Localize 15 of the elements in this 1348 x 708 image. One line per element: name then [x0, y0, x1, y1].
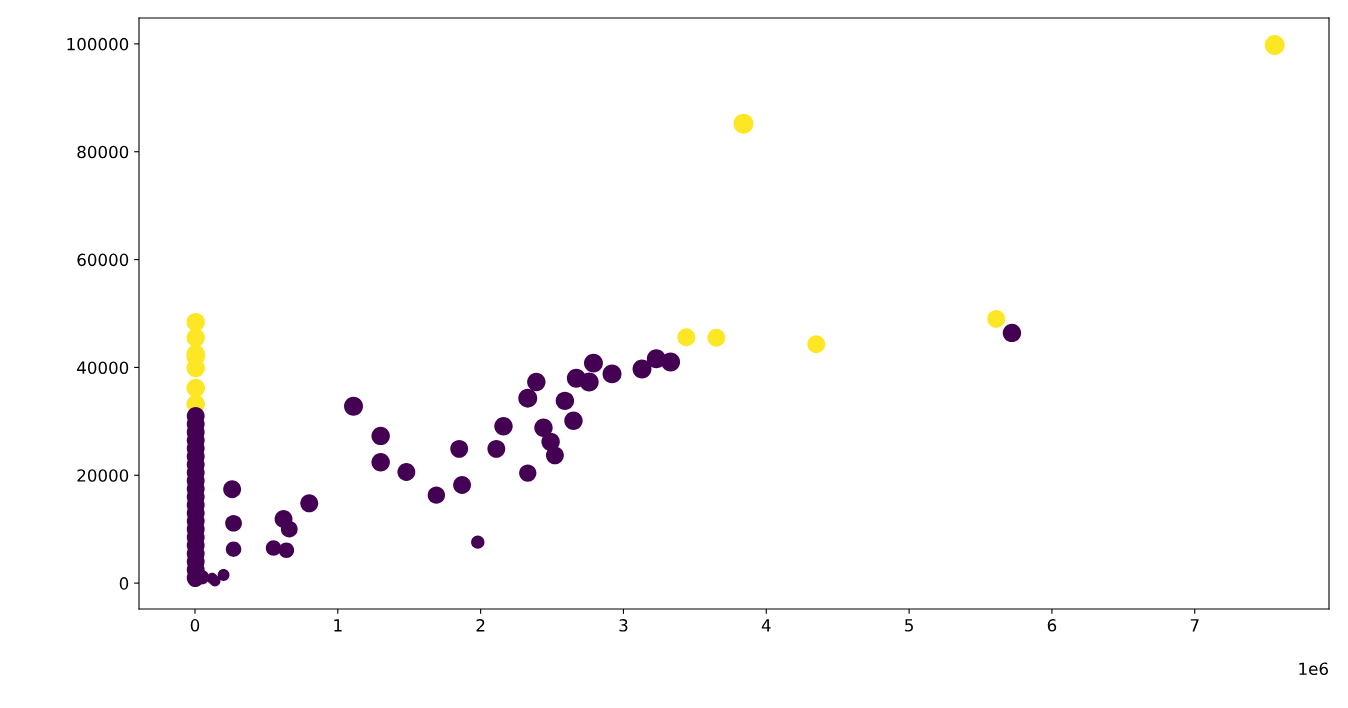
y-tick-label: 20000 — [77, 469, 129, 482]
x-tick-label: 7 — [1190, 619, 1199, 632]
x-tick-label: 1 — [334, 619, 342, 632]
y-tick-label: 60000 — [77, 253, 129, 267]
y-tick-label: 40000 — [77, 361, 129, 374]
y-tick-label: 0 — [119, 577, 129, 590]
x-tick-label: 5 — [905, 619, 913, 632]
x-tick-label: 6 — [1047, 619, 1057, 632]
y-tick-label: 100000 — [67, 37, 129, 51]
y-tick-label: 80000 — [77, 145, 129, 159]
text: 1e6 — [1299, 662, 1328, 676]
x-tick-label: 0 — [190, 619, 200, 632]
x-tick-label: 4 — [761, 619, 771, 632]
x-tick-label: 3 — [619, 619, 628, 632]
x-tick-label: 2 — [476, 619, 485, 632]
